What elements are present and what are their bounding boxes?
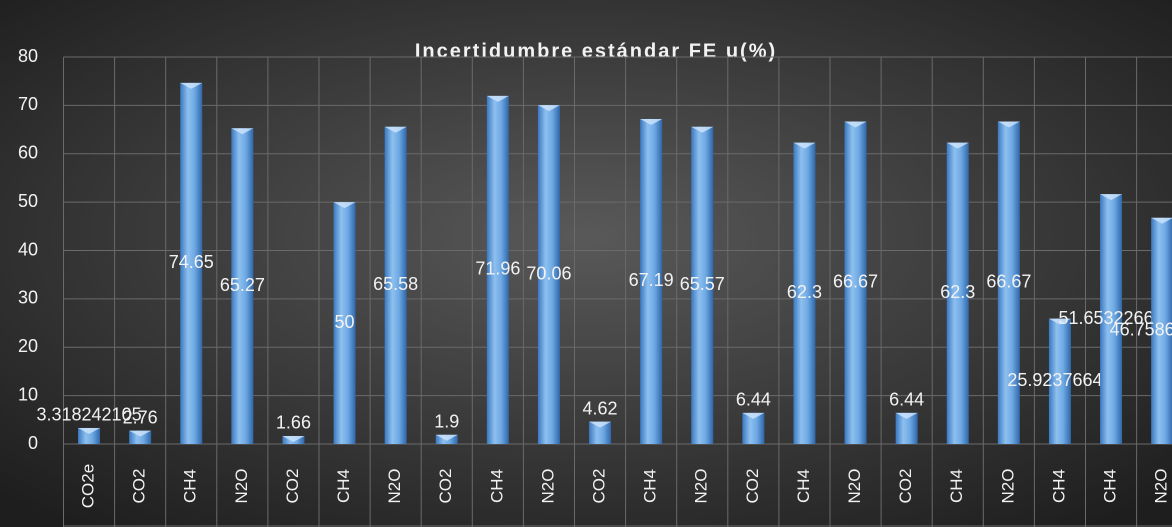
bar	[742, 412, 765, 444]
data-label: 1.9	[434, 412, 459, 432]
y-tick-label: 40	[18, 239, 38, 259]
data-label: 25.92376644	[1007, 370, 1112, 390]
x-tick-label: N2O	[1152, 469, 1171, 504]
bar	[793, 142, 816, 444]
data-label: 1.66	[276, 413, 311, 433]
x-tick-label: N2O	[385, 469, 404, 504]
bar-bevel	[1151, 217, 1172, 224]
x-tick-label: CO2	[130, 469, 149, 504]
bar	[78, 427, 101, 444]
bar-bevel	[946, 142, 969, 149]
bar-bevel	[435, 434, 458, 441]
bar	[231, 128, 254, 444]
bar	[180, 82, 203, 445]
bar	[640, 118, 663, 444]
data-label: 71.96	[475, 259, 520, 279]
data-label: 66.67	[986, 271, 1031, 291]
bar-bevel	[1048, 318, 1071, 325]
chart-title: Incertidumbre estándar FE u(%)	[415, 40, 777, 62]
bar	[1100, 194, 1123, 444]
x-tick-label: CH4	[1049, 469, 1068, 503]
bar-bevel	[640, 118, 663, 125]
bar-bevel	[231, 128, 254, 135]
bar-bevel	[844, 121, 867, 128]
bar-bevel	[129, 430, 152, 437]
x-tick-label: CO2e	[79, 464, 98, 508]
x-tick-label: CH4	[487, 469, 506, 503]
y-tick-label: 0	[28, 433, 38, 453]
data-label: 67.19	[629, 270, 674, 290]
data-label: 66.67	[833, 271, 878, 291]
x-tick-label: CO2	[436, 469, 455, 504]
x-tick-label: N2O	[998, 469, 1017, 504]
x-tick-label: CH4	[794, 469, 813, 503]
data-label: 74.65	[169, 252, 214, 272]
x-tick-label: CO2	[743, 469, 762, 504]
x-tick-label: N2O	[538, 469, 557, 504]
data-label: 50	[335, 312, 355, 332]
bar-bevel	[537, 105, 560, 112]
data-label: 46.75869497	[1110, 320, 1172, 340]
data-label: 70.06	[526, 263, 571, 283]
bar	[1151, 217, 1172, 444]
y-tick-label: 30	[18, 288, 38, 308]
x-tick-label: CO2	[283, 469, 302, 504]
data-label: 2.76	[123, 407, 158, 427]
data-label: 65.57	[680, 274, 725, 294]
bar	[691, 126, 714, 445]
x-tick-label: CH4	[641, 469, 660, 503]
y-tick-label: 60	[18, 143, 38, 163]
bar-bevel	[793, 142, 816, 149]
x-tick-label: N2O	[232, 469, 251, 504]
x-tick-label: CH4	[181, 469, 200, 503]
bar-bevel	[895, 412, 918, 419]
data-label: 6.44	[889, 390, 924, 410]
bar-bevel	[384, 126, 407, 133]
bar	[895, 412, 918, 444]
bar	[486, 95, 509, 445]
x-tick-label: N2O	[692, 469, 711, 504]
data-label: 65.27	[220, 275, 265, 295]
y-tick-label: 20	[18, 336, 38, 356]
x-tick-label: CH4	[947, 469, 966, 503]
bar	[946, 142, 969, 444]
bar-bevel	[282, 435, 305, 442]
x-tick-label: CO2	[590, 469, 609, 504]
x-tick-label: CH4	[334, 469, 353, 503]
data-label: 4.62	[583, 398, 618, 418]
bar-bevel	[1100, 194, 1123, 201]
x-tick-label: CO2	[896, 469, 915, 504]
data-label: 6.44	[736, 390, 771, 410]
data-label: 51.65322662	[1058, 308, 1163, 328]
bar	[384, 126, 407, 445]
bar	[537, 105, 560, 444]
data-label: 62.3	[940, 282, 975, 302]
bar	[1048, 318, 1071, 444]
bar-bevel	[997, 121, 1020, 128]
bar	[589, 421, 612, 444]
plot: Incertidumbre estándar FE u(%) 0 10 20 30 40…	[18, 40, 1172, 527]
bar-bevel	[333, 202, 356, 209]
bar-bevel	[742, 412, 765, 419]
data-label: 65.58	[373, 274, 418, 294]
bar-bevel	[486, 95, 509, 102]
x-tick-label: CH4	[1101, 469, 1120, 503]
bar	[333, 202, 356, 444]
data-label: 3.318242105	[36, 405, 141, 425]
bar	[129, 430, 152, 444]
y-tick-label: 10	[18, 384, 38, 404]
y-tick-label: 80	[18, 46, 38, 66]
y-tick-label: 50	[18, 191, 38, 211]
bar	[844, 121, 867, 444]
bar-bevel	[589, 421, 612, 428]
data-label: 62.3	[787, 282, 822, 302]
y-tick-label: 70	[18, 94, 38, 114]
x-tick-label: N2O	[845, 469, 864, 504]
bar-bevel	[78, 427, 101, 434]
bar-bevel	[180, 82, 203, 89]
bar	[997, 121, 1020, 444]
bar-bevel	[691, 126, 714, 133]
